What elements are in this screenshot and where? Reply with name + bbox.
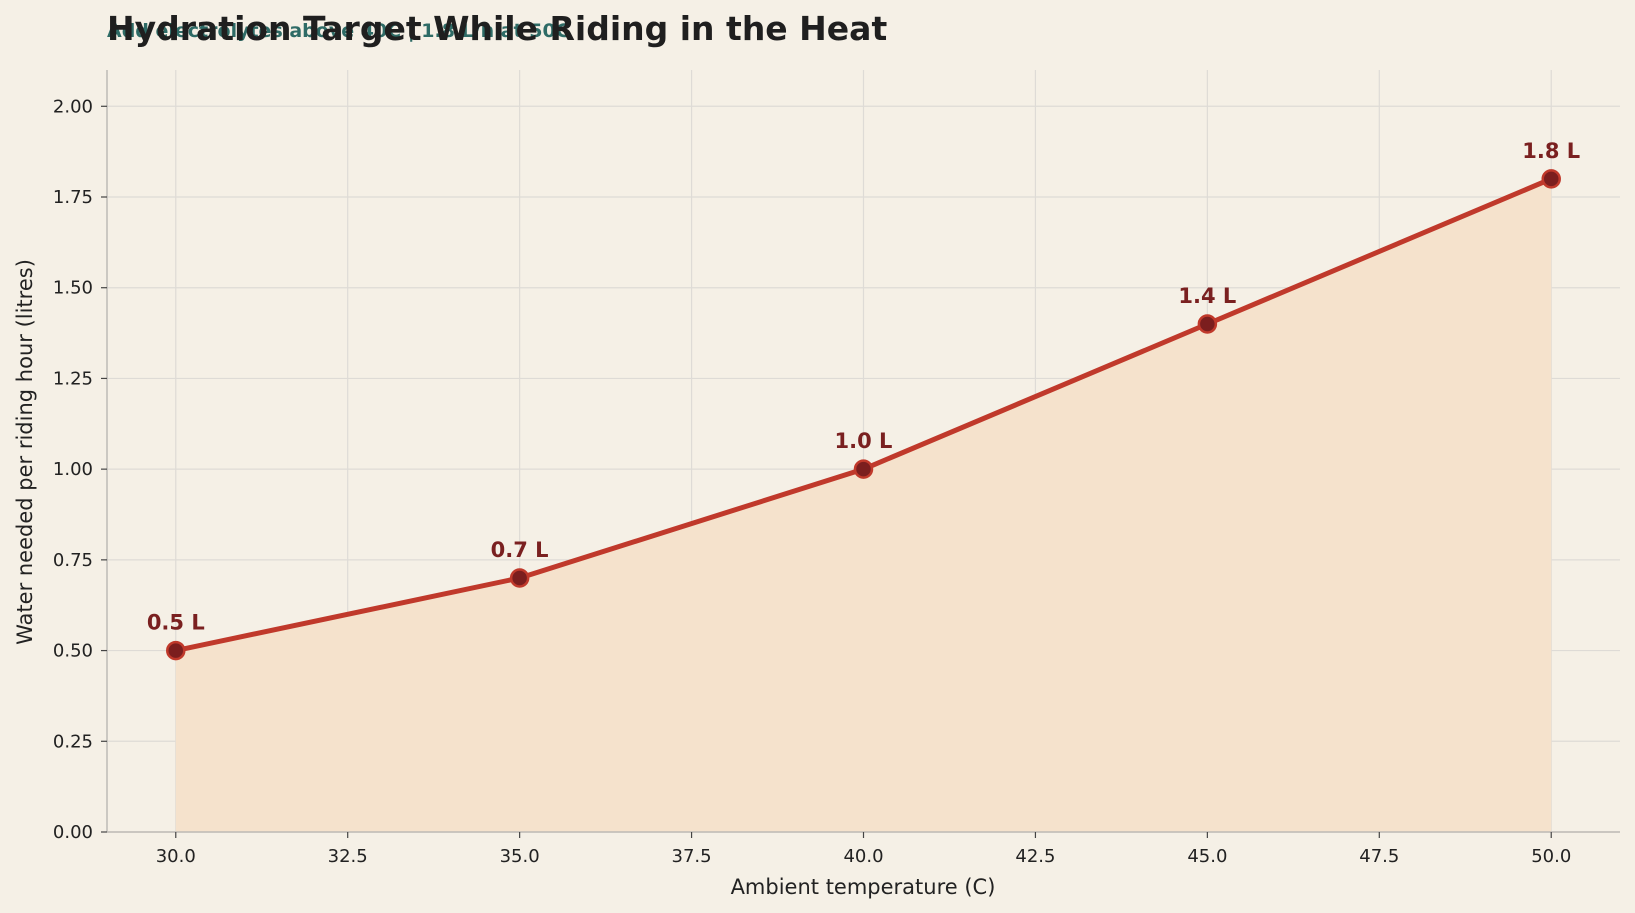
data-point — [509, 568, 530, 588]
x-tick-label: 45.0 — [1187, 846, 1227, 867]
data-point — [1541, 169, 1561, 189]
data-point — [853, 459, 874, 479]
x-tick-label: 37.5 — [672, 846, 712, 867]
data-point-label: 1.4 L — [1178, 284, 1236, 308]
y-tick-label: 1.00 — [53, 459, 93, 480]
x-tick-label: 47.5 — [1359, 846, 1399, 867]
y-tick-label: 1.50 — [53, 278, 93, 299]
data-point-label: 0.5 L — [147, 611, 205, 635]
x-tick-label: 50.0 — [1531, 846, 1571, 867]
x-tick-label: 40.0 — [843, 846, 883, 867]
tick-labels: 30.0 32.5 35.0 37.5 40.0 42.5 45.0 47.5 50.0 0.00… — [53, 96, 1571, 867]
area-fill — [175, 178, 1552, 832]
x-tick-label: 42.5 — [1015, 846, 1055, 867]
y-tick-label: 2.00 — [53, 96, 93, 117]
x-tick-label: 32.5 — [328, 846, 368, 867]
data-point — [166, 640, 186, 661]
data-point-label: 0.7 L — [491, 538, 549, 562]
x-tick-label: 35.0 — [500, 846, 540, 867]
chart-title: Hydration Target While Riding in the Hea… — [107, 9, 887, 48]
area-under-line — [175, 178, 1552, 832]
y-axis-label: Water needed per riding hour (litres) — [13, 259, 37, 645]
x-axis-label: Ambient temperature (C) — [731, 875, 996, 899]
y-tick-label: 0.50 — [53, 641, 93, 662]
y-tick-label: 1.75 — [53, 187, 93, 208]
x-tick-label: 30.0 — [156, 846, 196, 867]
data-point-label: 1.8 L — [1522, 139, 1580, 163]
y-tick-label: 1.25 — [53, 368, 93, 389]
data-point — [1197, 314, 1218, 334]
data-series — [166, 169, 1561, 661]
y-tick-label: 0.00 — [53, 822, 93, 843]
y-tick-label: 0.75 — [53, 550, 93, 571]
chart-subtitle: Add electrolytes above 40C | 1.8 L/h at … — [107, 20, 570, 42]
data-point-label: 1.0 L — [835, 429, 893, 453]
data-labels: 0.5 L 0.7 L 1.0 L 1.4 L 1.8 L — [147, 139, 1580, 635]
y-tick-label: 0.25 — [53, 731, 93, 752]
